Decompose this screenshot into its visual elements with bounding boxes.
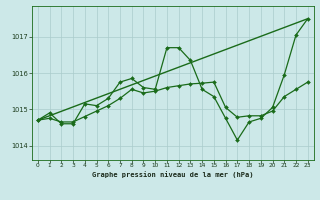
- X-axis label: Graphe pression niveau de la mer (hPa): Graphe pression niveau de la mer (hPa): [92, 171, 253, 178]
